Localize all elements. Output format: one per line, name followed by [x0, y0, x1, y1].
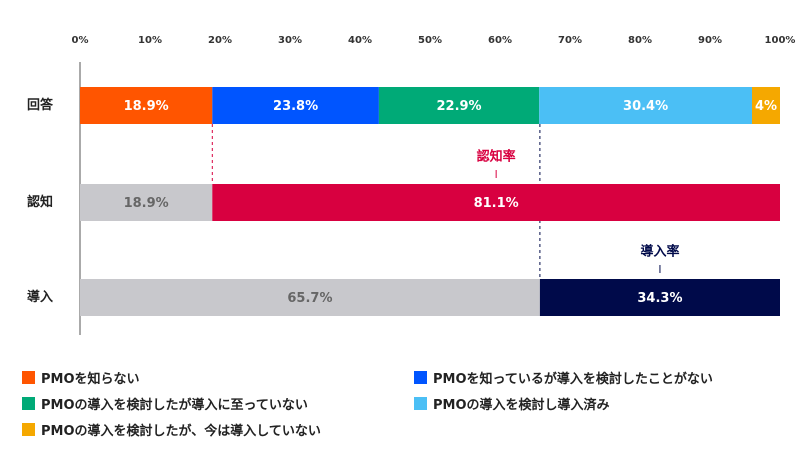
x-tick-label: 60%	[488, 35, 512, 46]
legend-swatch	[22, 397, 35, 410]
legend-item: PMOを知らない	[22, 368, 140, 387]
x-tick-label: 10%	[138, 35, 162, 46]
row-label: 認知	[27, 194, 53, 210]
legend-item: PMOの導入を検討したが、今は導入していない	[22, 420, 321, 439]
bar-value-label: 30.4%	[623, 99, 668, 114]
legend-swatch	[414, 371, 427, 384]
bar-segment	[539, 87, 752, 124]
bar-segment	[539, 279, 780, 316]
x-tick-label: 0%	[72, 35, 89, 46]
annotation-label: 導入率	[640, 244, 679, 260]
bar-segment	[80, 184, 213, 221]
bar-value-label: 22.9%	[436, 99, 481, 114]
x-tick-labels: 0% 10% 20% 30% 40% 50% 60% 70% 80% 90% 100%	[72, 35, 796, 46]
x-tick-label: 90%	[698, 35, 722, 46]
legend-label: PMOの導入を検討し導入済み	[433, 398, 610, 413]
legend-label: PMOを知らない	[41, 372, 140, 387]
legend-item: PMOを知っているが導入を検討したことがない	[414, 368, 713, 387]
bar-segment	[80, 279, 540, 316]
bar-value-label: 65.7%	[287, 291, 332, 306]
bar-value-label: 34.3%	[637, 291, 682, 306]
x-tick-label: 70%	[558, 35, 582, 46]
row-label: 回答	[27, 97, 54, 113]
legend-label: PMOの導入を検討したが、今は導入していない	[41, 424, 321, 439]
legend-swatch	[414, 397, 427, 410]
x-tick-label: 30%	[278, 35, 302, 46]
x-tick-label: 100%	[765, 35, 796, 46]
x-tick-label: 80%	[628, 35, 652, 46]
annotation-label: 認知率	[477, 149, 516, 165]
row-label: 導入	[27, 289, 53, 305]
stacked-bar-chart: 0% 10% 20% 30% 40% 50% 60% 70% 80% 90% 100% 18.9% 2…	[27, 35, 796, 335]
bar-segment	[752, 87, 780, 124]
bar-value-label: 4%	[755, 99, 777, 114]
legend-item: PMOの導入を検討し導入済み	[414, 394, 610, 413]
dashed-guide-lines	[211, 124, 541, 279]
bar-segment	[212, 87, 379, 124]
x-tick-label: 20%	[208, 35, 232, 46]
legend-label: PMOを知っているが導入を検討したことがない	[433, 372, 713, 387]
bar-segment	[212, 184, 781, 221]
bar-segment	[80, 87, 213, 124]
bar-segment	[378, 87, 540, 124]
bar-value-label: 18.9%	[124, 99, 169, 114]
legend-swatch	[22, 371, 35, 384]
bar-value-label: 81.1%	[474, 196, 519, 211]
bar-value-label: 18.9%	[124, 196, 169, 211]
bar-value-label: 23.8%	[273, 99, 318, 114]
legend-swatch	[22, 423, 35, 436]
x-tick-label: 50%	[418, 35, 442, 46]
x-tick-label: 40%	[348, 35, 372, 46]
bars: 18.9% 23.8% 22.9% 30.4% 4% 18.9% 81.1% 65.7% 34.…	[80, 87, 781, 316]
legend-label: PMOの導入を検討したが導入に至っていない	[41, 398, 308, 413]
legend-item: PMOの導入を検討したが導入に至っていない	[22, 394, 308, 413]
